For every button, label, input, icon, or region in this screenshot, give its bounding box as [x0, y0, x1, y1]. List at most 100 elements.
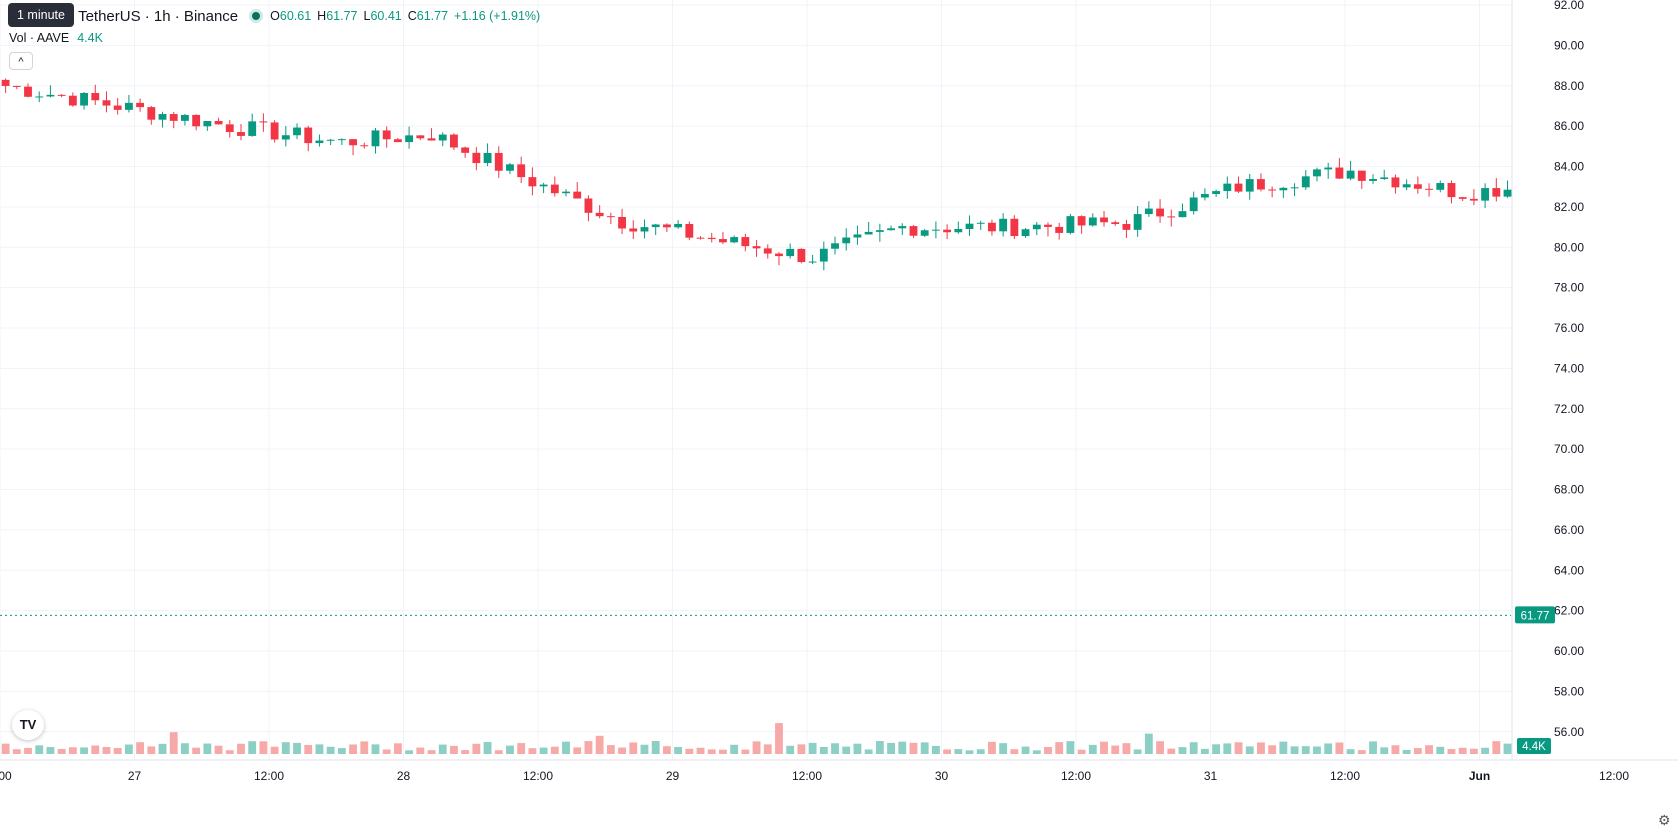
time-tick-label: 2:00: [0, 769, 12, 783]
volume-bar: [304, 744, 313, 754]
candle: [999, 213, 1008, 237]
candle-body: [192, 114, 201, 127]
volume-legend[interactable]: Vol · AAVE 4.4K: [9, 31, 103, 45]
volume-bar: [1369, 741, 1377, 754]
candle: [35, 91, 44, 103]
candle-body: [1032, 224, 1041, 230]
candle: [483, 143, 492, 167]
volume-bar: [1200, 748, 1209, 754]
ohlc-high: H61.77: [317, 9, 357, 23]
candle: [1380, 169, 1389, 180]
candle-body: [797, 248, 806, 263]
candle-body: [965, 223, 974, 230]
candle-body: [472, 152, 481, 164]
candle-body: [954, 229, 963, 233]
volume-bar: [1133, 749, 1142, 754]
high-label: H: [317, 9, 327, 23]
close-label: C: [407, 9, 417, 23]
candle-body: [24, 86, 32, 97]
candle-body: [506, 164, 514, 171]
volume-bar: [438, 744, 447, 754]
candle: [584, 195, 593, 222]
volume-bar: [46, 747, 55, 754]
candle-body: [1200, 194, 1209, 198]
candle-body: [1021, 229, 1030, 237]
candle-body: [1234, 183, 1243, 192]
candle: [931, 221, 940, 239]
candle-body: [819, 248, 828, 262]
candle: [506, 163, 514, 175]
candle: [898, 223, 907, 236]
candle-body: [651, 224, 660, 228]
candle: [1492, 178, 1501, 202]
volume-bar: [1055, 742, 1064, 754]
candle: [225, 119, 234, 138]
price-axis[interactable]: 92.00 90.00 88.00 86.00 84.00 82.00 80.00 78.00…: [1511, 0, 1678, 835]
price-tick-label: 56.00: [1554, 725, 1584, 739]
volume-bar: [662, 746, 671, 754]
collapse-legend-button[interactable]: ^: [9, 52, 33, 70]
tradingview-logo[interactable]: TV: [12, 710, 44, 740]
candle: [1357, 170, 1366, 189]
candle-body: [1436, 183, 1445, 190]
candle: [730, 235, 739, 244]
candle-body: [853, 234, 862, 238]
candle-body: [270, 122, 279, 140]
candle: [842, 228, 851, 251]
candle: [909, 225, 918, 238]
candle-body: [158, 114, 167, 120]
price-axis-bg: [1512, 0, 1678, 835]
candle: [80, 91, 88, 110]
symbol-title[interactable]: / TetherUS · 1h · Binance: [70, 7, 239, 25]
volume-bar: [1492, 741, 1501, 754]
candle: [1010, 215, 1019, 239]
candle: [864, 222, 873, 235]
volume-bar: [405, 750, 414, 754]
candle: [629, 220, 638, 240]
candle: [1066, 213, 1075, 235]
candle: [1268, 186, 1277, 198]
candle-body: [875, 230, 884, 232]
candle-body: [573, 191, 582, 199]
volume-value: 4.4K: [77, 31, 103, 45]
candle: [528, 167, 537, 196]
volume-bar: [920, 742, 929, 754]
volume-bar: [976, 749, 985, 754]
time-axis[interactable]: 2:00 27 12:00 28 12:00 29 12:00 30 12:00 31 12:00 J…: [0, 759, 1678, 783]
candle-body: [124, 102, 133, 110]
volume-bar: [1234, 742, 1243, 754]
candle-body: [438, 134, 447, 141]
candle: [1055, 222, 1064, 240]
candle-body: [584, 198, 593, 213]
time-tick-label: 30: [935, 769, 949, 783]
candle: [1200, 188, 1209, 201]
volume-bar: [483, 742, 492, 754]
candle: [1279, 186, 1288, 199]
volume-bar: [427, 750, 436, 754]
candle: [618, 208, 626, 235]
gear-icon[interactable]: ⚙: [1658, 812, 1671, 828]
volume-bar: [797, 744, 806, 754]
candle-body: [741, 237, 750, 247]
candle-body: [898, 226, 907, 229]
volume-bar: [203, 743, 212, 754]
low-value: 60.41: [370, 9, 402, 23]
candle-body: [786, 248, 795, 257]
volume-bar: [988, 741, 996, 754]
candle: [24, 83, 32, 98]
market-status-icon[interactable]: [252, 12, 261, 20]
candle-body: [405, 135, 414, 143]
candle: [1402, 179, 1411, 191]
candle-body: [494, 152, 503, 171]
candle: [719, 232, 727, 245]
candle-body: [550, 184, 559, 194]
candle-body: [1122, 224, 1131, 230]
ohlc-low: L60.41: [363, 9, 401, 23]
candle: [1301, 170, 1310, 190]
candle: [1234, 176, 1243, 193]
volume-bar: [169, 732, 178, 754]
candle: [270, 120, 279, 143]
volume-bar: [584, 741, 593, 754]
high-value: 61.77: [326, 9, 358, 23]
